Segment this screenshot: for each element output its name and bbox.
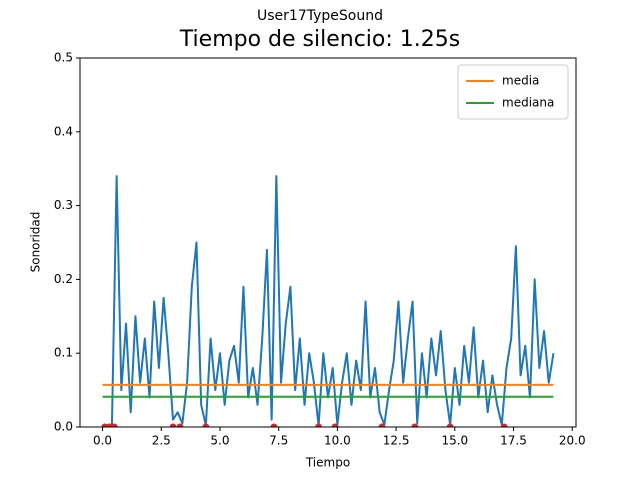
legend-label: mediana [502,96,554,110]
y-tick-label: 0.1 [54,346,73,360]
x-tick-label: 20.0 [559,434,586,448]
marker [331,423,339,427]
marker [202,423,210,427]
marker [411,423,419,427]
axes-frame [79,57,577,428]
y-tick-label: 0.5 [54,51,73,65]
x-tick-label: 12.5 [383,434,410,448]
marker [270,423,278,427]
x-tick-label: 17.5 [500,434,527,448]
x-tick-label: 5.0 [210,434,229,448]
x-tick-label: 2.5 [152,434,171,448]
y-tick-label: 0.4 [54,124,73,138]
suptitle: User17TypeSound [257,8,383,24]
marker [446,423,454,427]
x-tick-label: 0.0 [93,434,112,448]
marker [169,423,177,427]
marker [500,423,508,427]
plot-area [101,175,555,427]
legend-label: media [502,74,539,88]
marker [176,423,184,427]
y-tick-label: 0.2 [54,272,73,286]
marker [110,423,118,427]
marker [315,423,323,427]
x-tick-label: 10.0 [324,434,351,448]
x-tick-label: 15.0 [441,434,468,448]
legend-box [457,64,569,120]
y-axis-label: Sonoridad [29,212,43,273]
x-axis-label: Tiempo [305,456,350,470]
x-tick-label: 7.5 [269,434,288,448]
chart-title: Tiempo de silencio: 1.25s [179,27,460,52]
y-tick-label: 0.3 [54,198,73,212]
y-tick-label: 0.0 [54,420,73,434]
marker [378,423,386,427]
